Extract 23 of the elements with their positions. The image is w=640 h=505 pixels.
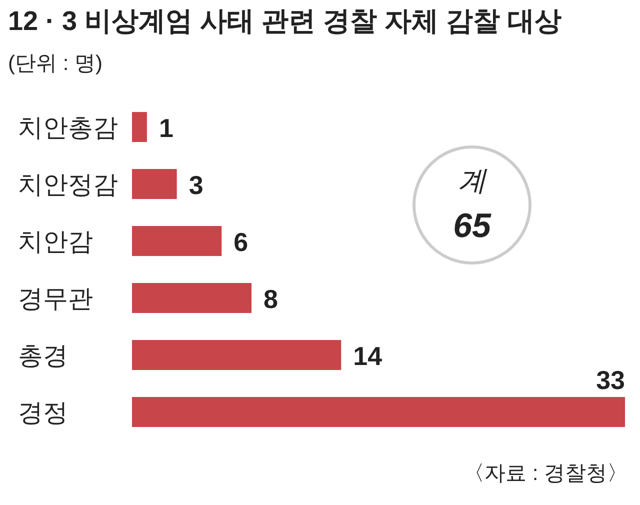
y-tick-label: 치안정감 [18, 171, 118, 199]
data-label: 8 [264, 284, 278, 314]
data-label: 14 [353, 341, 383, 371]
data-label: 33 [596, 365, 625, 395]
annotation: 계 [458, 165, 488, 196]
bar [132, 112, 147, 142]
y-tick-label: 경정 [18, 399, 68, 427]
chart-title: 12 · 3 비상계엄 사태 관련 경찰 자체 감찰 대상 [8, 6, 562, 36]
bar [132, 169, 177, 199]
bar [132, 226, 222, 256]
bar [132, 340, 342, 370]
bar [132, 397, 625, 427]
data-label: 3 [188, 170, 204, 200]
data-label: 6 [234, 227, 248, 257]
bar [132, 283, 252, 313]
data-label: 1 [158, 113, 174, 143]
chart-subtitle: (단위 : 명) [8, 52, 102, 75]
text: 〈자료 : 경찰청〉 [463, 462, 628, 485]
y-tick-label: 총경 [18, 342, 68, 370]
y-tick-label: 치안감 [18, 228, 93, 256]
y-tick-label: 치안총감 [18, 114, 118, 142]
y-tick-label: 경무관 [18, 285, 93, 313]
annotation: 65 [453, 207, 492, 245]
